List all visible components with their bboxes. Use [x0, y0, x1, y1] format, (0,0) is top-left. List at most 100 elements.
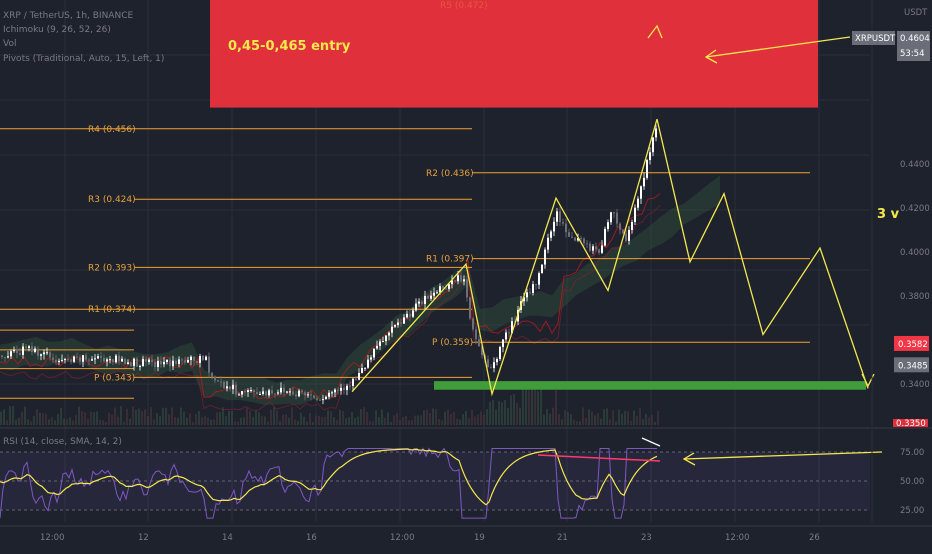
candle: [454, 280, 456, 282]
candle: [439, 286, 441, 293]
candle: [412, 310, 414, 317]
candle: [247, 390, 249, 392]
volume-bar: [126, 408, 128, 425]
candle: [82, 355, 84, 362]
volume-bar: [351, 412, 353, 425]
volume-bar: [129, 418, 131, 425]
rsi-axis-label: 50.00: [900, 477, 924, 487]
time-axis-label: 12:00: [725, 533, 750, 543]
volume-bar: [507, 408, 509, 425]
candle: [376, 345, 378, 349]
candle: [1, 355, 3, 357]
pivot-r2-new-label: R2 (0.436): [426, 169, 474, 179]
candle: [640, 186, 642, 199]
candle: [364, 367, 366, 369]
volume-bar: [165, 407, 167, 425]
volume-bar: [561, 419, 563, 425]
candle: [490, 367, 492, 369]
candle: [367, 359, 369, 368]
volume-bar: [156, 412, 158, 425]
candle: [613, 212, 615, 214]
volume-bar: [120, 406, 122, 425]
candle: [334, 389, 336, 393]
candle: [346, 385, 348, 391]
volume-bar: [276, 410, 278, 425]
rsi-peak-mark: [641, 437, 661, 447]
volume-bar: [105, 421, 107, 425]
candle: [478, 339, 480, 347]
volume-bar: [0, 411, 2, 425]
rsi-axis-label: 25.00: [900, 506, 924, 516]
candle: [271, 390, 273, 394]
candle: [250, 390, 252, 392]
candle: [25, 346, 27, 348]
volume-bar: [534, 386, 536, 425]
candle: [406, 313, 408, 318]
candle: [595, 246, 597, 250]
volume-bar: [18, 417, 20, 425]
volume-bar: [279, 420, 281, 425]
volume-bar: [27, 419, 29, 425]
volume-bar: [204, 415, 206, 425]
candle: [457, 275, 459, 282]
time-axis-label: 21: [557, 533, 568, 543]
volume-bar: [324, 416, 326, 425]
candle: [409, 313, 411, 317]
candle: [646, 160, 648, 178]
candle: [382, 341, 384, 343]
volume-legend[interactable]: Vol: [3, 39, 17, 49]
candle: [625, 233, 627, 241]
volume-bar: [588, 409, 590, 425]
candle: [235, 384, 237, 395]
candle: [289, 391, 291, 393]
candle: [496, 358, 498, 363]
volume-bar: [555, 390, 557, 425]
candle: [532, 284, 534, 293]
candle: [295, 394, 297, 397]
ichimoku-legend[interactable]: Ichimoku (9, 26, 52, 26): [3, 25, 111, 35]
symbol-tag-text: XRPUSDT: [855, 34, 896, 44]
volume-bar: [537, 391, 539, 425]
volume-bar: [39, 412, 41, 425]
volume-bar: [225, 416, 227, 425]
volume-bar: [489, 401, 491, 425]
rsi-divergence-line: [537, 454, 661, 462]
volume-bar: [237, 421, 239, 425]
volume-bar: [54, 420, 56, 425]
pivots-legend[interactable]: Pivots (Traditional, Auto, 15, Left, 1): [3, 54, 165, 64]
candle: [460, 275, 462, 282]
volume-bar: [231, 410, 233, 425]
volume-bar: [420, 415, 422, 425]
volume-bar: [408, 420, 410, 425]
volume-bar: [123, 421, 125, 425]
candle: [400, 322, 402, 324]
candle: [136, 358, 138, 367]
volume-bar: [234, 421, 236, 425]
volume-bars: [0, 384, 659, 425]
candle: [631, 221, 633, 230]
rsi-legend[interactable]: RSI (14, close, SMA, 14, 2): [3, 437, 122, 447]
candle: [655, 128, 657, 138]
price-axis-label: 0.4200: [900, 204, 930, 214]
candle: [343, 387, 345, 391]
candle: [499, 346, 501, 359]
volume-bar: [174, 416, 176, 425]
candle: [79, 357, 81, 362]
price-tag-clipped-text: 0.3350: [896, 419, 926, 429]
volume-bar: [228, 410, 230, 425]
candle: [40, 354, 42, 356]
volume-bar: [321, 416, 323, 425]
volume-bar: [222, 407, 224, 425]
candle: [313, 395, 315, 399]
candle: [142, 358, 144, 367]
candle: [511, 321, 513, 334]
candle: [220, 381, 222, 383]
candle: [622, 229, 624, 234]
volume-bar: [75, 414, 77, 425]
candle: [529, 292, 531, 294]
kijun-line: [0, 204, 661, 411]
volume-bar: [471, 409, 473, 425]
symbol-legend[interactable]: XRP / TetherUS, 1h, BINANCE: [3, 11, 134, 21]
